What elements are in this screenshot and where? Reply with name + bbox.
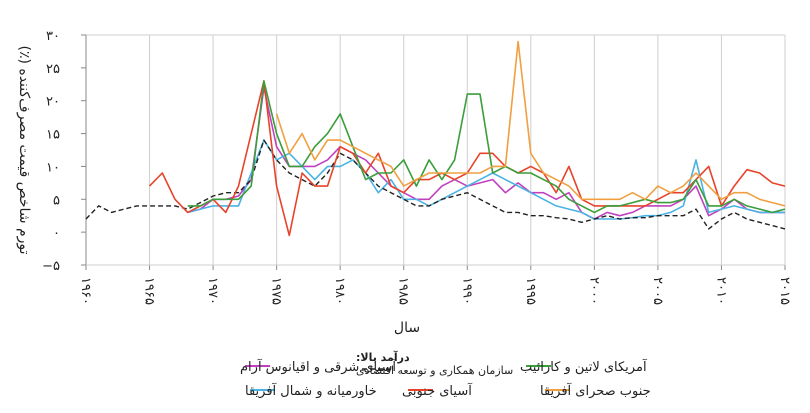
x-axis-title: سال [394, 320, 420, 336]
series-line-2 [187, 139, 785, 220]
y-tick-label-20: ۲۰ [46, 95, 60, 110]
x-tick-label-1990: ۱۹۹۰ [459, 277, 474, 305]
legend-label-oecd-sub: سازمان همکاری و توسعه اقتصادی [356, 364, 513, 377]
y-tick-label-0: ۰ [53, 226, 60, 241]
x-tick-label-2010: ۲۰۱۰ [713, 277, 728, 305]
legend-label-latin-america: آمریکای لاتین و کارائیب [520, 358, 648, 375]
legend-item-oecd: درآمد بالا: سازمان همکاری و توسعه اقتصاد… [356, 350, 513, 377]
y-tick-label-15: ۱۵ [46, 128, 60, 143]
x-tick-label-1960: ۱۹۶۰ [78, 277, 93, 305]
legend-label-mena: خاورمیانه و شمال آفریقا [245, 382, 377, 399]
legend: آسیای شرقی و اقیانوس آرام درآمد بالا: سا… [240, 350, 651, 399]
legend-label-sub-saharan: جنوب صحرای آفریقا [540, 382, 651, 399]
x-tick-label-1980: ۱۹۸۰ [332, 277, 347, 305]
legend-item-south-asia: آسیای جنوبی [402, 382, 473, 399]
x-tick-label-1985: ۱۹۸۵ [396, 277, 411, 305]
x-tick-label-2015: ۲۰۱۵ [777, 277, 792, 305]
legend-label-south-asia: آسیای جنوبی [402, 382, 473, 399]
y-tick-label-10: ۱۰ [46, 160, 60, 175]
series-lines [85, 40, 786, 237]
y-tick-label-5: ۵ [53, 193, 60, 208]
legend-item-east-asia: آسیای شرقی و اقیانوس آرام [240, 358, 397, 375]
y-axis-title: تورم شاخص قیمت مصرف‌کننده (٪) [16, 45, 32, 254]
axes: ۱۹۶۰ ۱۹۶۵ ۱۹۷۰ ۱۹۷۵ ۱۹۸۰ ۱۹۸۵ ۱۹۹۰ ۱۹۹۵ ۲۰۰۰ ۲۰۰۵… [42, 29, 792, 305]
x-tick-label-1970: ۱۹۷۰ [205, 277, 220, 305]
series-line-6 [275, 40, 786, 207]
y-tick-label-25: ۲۵ [46, 62, 60, 77]
legend-item-mena: خاورمیانه و شمال آفریقا [245, 382, 377, 399]
x-tick-label-2005: ۲۰۰۵ [650, 277, 665, 305]
legend-label-oecd-title: درآمد بالا: [356, 350, 410, 364]
legend-item-latin-america: آمریکای لاتین و کارائیب [520, 358, 648, 375]
x-tick-label-1975: ۱۹۷۵ [269, 277, 284, 305]
y-tick-label-30: ۳۰ [46, 29, 60, 44]
x-tick-label-1965: ۱۹۶۵ [142, 277, 157, 305]
series-line-5 [187, 80, 786, 214]
x-tick-label-1995: ۱۹۹۵ [523, 277, 538, 305]
grid [85, 34, 786, 265]
x-tick-label-2000: ۲۰۰۰ [586, 277, 601, 305]
legend-item-sub-saharan: جنوب صحرای آفریقا [540, 382, 651, 399]
series-line-3 [85, 139, 786, 230]
legend-label-east-asia: آسیای شرقی و اقیانوس آرام [240, 358, 397, 375]
y-tick-label--5: −۵ [42, 259, 60, 274]
